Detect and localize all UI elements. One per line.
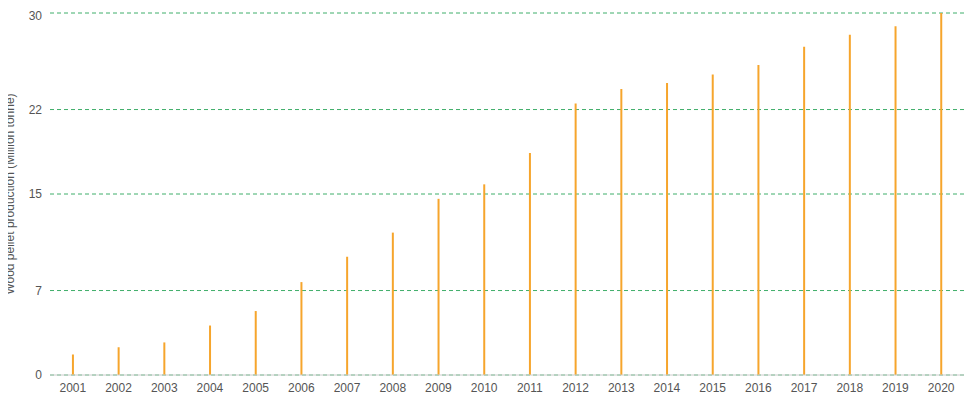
svg-text:7: 7 <box>35 284 42 298</box>
svg-text:2014: 2014 <box>654 381 681 395</box>
svg-text:30: 30 <box>29 9 43 23</box>
svg-text:22: 22 <box>29 103 43 117</box>
svg-text:15: 15 <box>29 187 43 201</box>
svg-text:2019: 2019 <box>882 381 909 395</box>
svg-text:2005: 2005 <box>242 381 269 395</box>
svg-text:2001: 2001 <box>59 381 86 395</box>
svg-text:2004: 2004 <box>197 381 224 395</box>
svg-text:2016: 2016 <box>745 381 772 395</box>
svg-text:2012: 2012 <box>562 381 589 395</box>
svg-text:0: 0 <box>35 368 42 382</box>
svg-text:2006: 2006 <box>288 381 315 395</box>
svg-text:2013: 2013 <box>608 381 635 395</box>
svg-text:Wood pellet production (Millio: Wood pellet production (Million tonne) <box>8 93 17 294</box>
svg-text:2011: 2011 <box>517 381 543 395</box>
svg-text:2015: 2015 <box>699 381 726 395</box>
svg-text:2007: 2007 <box>334 381 361 395</box>
svg-text:2009: 2009 <box>425 381 452 395</box>
svg-text:2003: 2003 <box>151 381 178 395</box>
svg-text:2008: 2008 <box>379 381 406 395</box>
svg-text:2017: 2017 <box>791 381 818 395</box>
svg-text:2010: 2010 <box>471 381 498 395</box>
svg-text:2002: 2002 <box>105 381 132 395</box>
svg-text:2018: 2018 <box>836 381 863 395</box>
svg-text:2020: 2020 <box>928 381 955 395</box>
